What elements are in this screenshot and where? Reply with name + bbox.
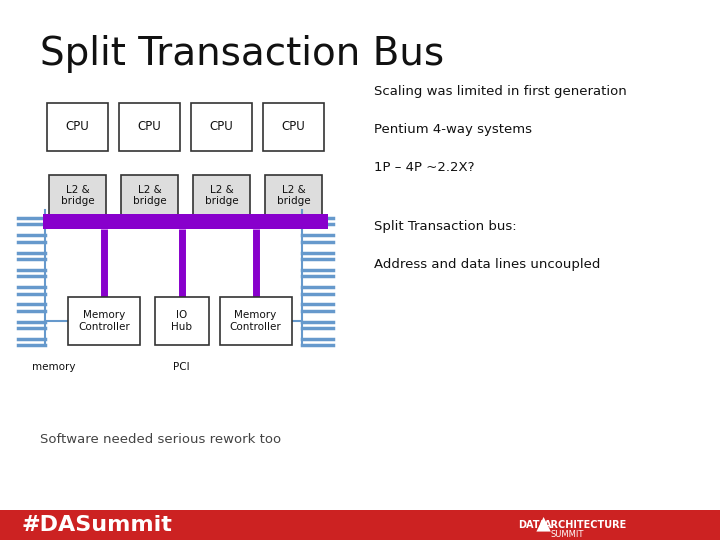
Bar (119, 103, 180, 151)
Bar (285, 214, 302, 230)
Text: IO
Hub: IO Hub (171, 310, 192, 332)
Text: L2 &
bridge: L2 & bridge (204, 185, 238, 206)
Bar (155, 297, 209, 346)
Bar (47, 103, 108, 151)
Bar (263, 103, 324, 151)
Text: Split Transaction bus:: Split Transaction bus: (374, 220, 517, 233)
Text: DATA: DATA (518, 519, 546, 530)
Bar (193, 176, 250, 216)
Text: L2 &
bridge: L2 & bridge (60, 185, 94, 206)
Text: Scaling was limited in first generation: Scaling was limited in first generation (374, 85, 627, 98)
Polygon shape (536, 517, 551, 531)
Text: 1P – 4P ~2.2X?: 1P – 4P ~2.2X? (374, 161, 475, 174)
Text: #DASummit: #DASummit (22, 515, 173, 535)
Bar (49, 176, 106, 216)
Bar (220, 297, 292, 346)
Text: L2 &
bridge: L2 & bridge (132, 185, 166, 206)
Bar (265, 176, 322, 216)
Bar (121, 176, 178, 216)
Text: CPU: CPU (210, 120, 233, 133)
Bar (69, 214, 86, 230)
Text: Memory
Controller: Memory Controller (78, 310, 130, 332)
Bar (43, 214, 328, 230)
Bar (0, 510, 720, 539)
Text: ARCHITECTURE: ARCHITECTURE (544, 519, 627, 530)
Text: Address and data lines uncoupled: Address and data lines uncoupled (374, 258, 600, 271)
Text: L2 &
bridge: L2 & bridge (276, 185, 310, 206)
Bar (213, 214, 230, 230)
Text: Memory
Controller: Memory Controller (230, 310, 282, 332)
Bar (68, 297, 140, 346)
Bar (191, 103, 252, 151)
Text: Pentium 4-way systems: Pentium 4-way systems (374, 123, 532, 136)
Text: CPU: CPU (66, 120, 89, 133)
Text: SUMMIT: SUMMIT (551, 530, 584, 539)
Text: Split Transaction Bus: Split Transaction Bus (40, 35, 444, 73)
Text: Software needed serious rework too: Software needed serious rework too (40, 433, 281, 447)
Bar (141, 214, 158, 230)
Text: memory: memory (32, 362, 76, 372)
Text: PCI: PCI (174, 362, 190, 372)
Text: CPU: CPU (282, 120, 305, 133)
Text: CPU: CPU (138, 120, 161, 133)
